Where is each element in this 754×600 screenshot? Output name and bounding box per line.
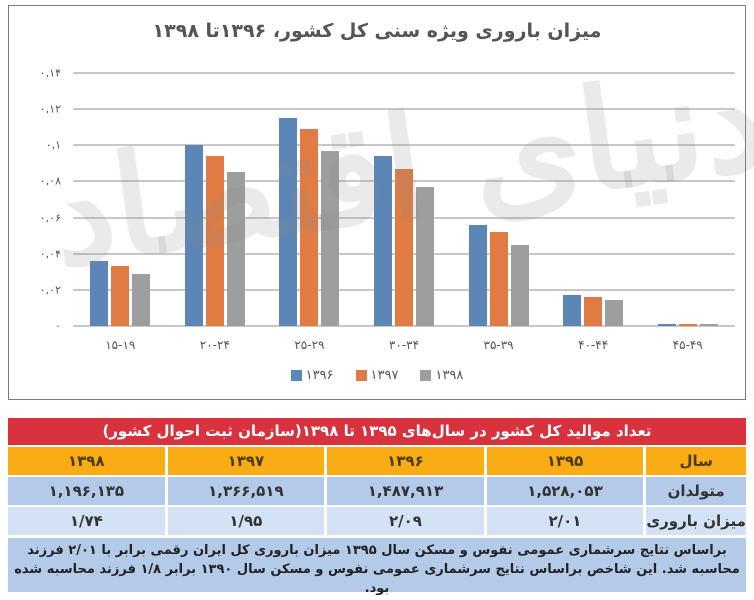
bar: [699, 324, 718, 326]
bar: [657, 324, 676, 326]
y-axis-tick-label: ۰: [55, 319, 61, 333]
births-label: متولدان: [646, 477, 746, 505]
x-axis-tick-label: ۴۰-۴۴: [578, 338, 609, 352]
legend-label: ۱۳۹۷: [370, 368, 399, 383]
bar: [395, 168, 413, 326]
legend-swatch-icon: [290, 370, 302, 381]
y-axis-tick-label: ۰,۰۲: [39, 283, 61, 297]
chart-plot: ۰ ۰,۰۲ ۰,۰۴ ۰,۰۶ ۰,۰۸ ۰,۱ ۰,۱۲ ۰,۱۴ ۱۵-۱۹ ۲۰-۲۴ ۲۵…: [9, 6, 747, 401]
y-axis-tick-label: ۰,۰۴: [39, 247, 61, 261]
chart-legend: ۱۳۹۶ ۱۳۹۷ ۱۳۹۸: [9, 368, 745, 383]
gridline: [73, 108, 735, 111]
x-axis-tick-label: ۱۵-۱۹: [105, 338, 136, 352]
legend-item: ۱۳۹۶: [290, 368, 334, 383]
bar: [374, 156, 392, 326]
chart-container: ۰ ۰,۰۲ ۰,۰۴ ۰,۰۶ ۰,۰۸ ۰,۱ ۰,۱۲ ۰,۱۴ ۱۵-۱۹ ۲۰-۲۴ ۲۵…: [8, 5, 754, 401]
bar: [184, 145, 203, 326]
table-row-births: متولدان ۱,۵۲۸,۰۵۳ ۱,۴۸۷,۹۱۳ ۱,۳۶۶,۵۱۹ ۱,…: [8, 477, 746, 505]
bar: [416, 186, 434, 326]
births-cell: ۱,۱۹۶,۱۳۵: [8, 477, 165, 505]
year-label: سال: [646, 447, 746, 475]
bar: [300, 129, 319, 326]
x-axis-tick-label: ۲۵-۲۹: [294, 338, 325, 352]
bar: [678, 324, 697, 326]
bar: [510, 244, 529, 326]
bar: [605, 299, 624, 326]
bar: [226, 172, 245, 326]
y-axis-tick-label: ۰,۰۶: [39, 211, 61, 225]
births-cell: ۱,۵۲۸,۰۵۳: [486, 477, 644, 505]
year-cell: ۱۳۹۶: [327, 447, 484, 475]
y-axis-tick-label: ۰,۱۲: [39, 102, 61, 116]
x-axis-tick-label: ۲۰-۲۴: [199, 338, 230, 352]
y-axis-tick-label: ۰,۱۴: [39, 66, 61, 80]
bar: [584, 297, 603, 326]
table-footnote: براساس نتایج سرشماری عمومی نفوس و مسکن س…: [8, 538, 746, 596]
rate-cell: ۲/۰۱: [486, 507, 644, 535]
year-cell: ۱۳۹۵: [486, 447, 644, 475]
x-axis-tick-label: ۳۵-۳۹: [483, 338, 514, 352]
x-axis-tick-label: ۳۰-۳۴: [388, 338, 420, 352]
table-header-row: سال ۱۳۹۵ ۱۳۹۶ ۱۳۹۷ ۱۳۹۸: [8, 447, 746, 475]
bar: [90, 260, 109, 326]
births-table: تعداد موالید کل کشور در سال‌های ۱۳۹۵ تا …: [8, 418, 746, 596]
legend-item: ۱۳۹۷: [355, 368, 399, 383]
rate-cell: ۱/۷۴: [8, 507, 165, 535]
legend-item: ۱۳۹۸: [420, 368, 463, 383]
year-cell: ۱۳۹۸: [8, 447, 165, 475]
gridline: [73, 144, 735, 147]
gridline: [73, 325, 735, 327]
bar: [132, 273, 151, 326]
year-cell: ۱۳۹۷: [167, 447, 325, 475]
bar: [321, 150, 340, 326]
legend-label: ۱۳۹۸: [435, 368, 464, 383]
bar: [111, 266, 130, 326]
rate-cell: ۲/۰۹: [327, 507, 484, 535]
table-title: تعداد موالید کل کشور در سال‌های ۱۳۹۵ تا …: [8, 418, 746, 445]
legend-swatch-icon: [420, 370, 432, 381]
legend-label: ۱۳۹۶: [305, 368, 334, 383]
y-axis-tick-label: ۰,۱: [45, 138, 61, 152]
y-axis-tick-label: ۰,۰۸: [39, 174, 61, 188]
bar: [489, 232, 508, 326]
rate-cell: ۱/۹۵: [167, 507, 325, 535]
bar: [468, 224, 487, 326]
legend-swatch-icon: [355, 370, 367, 381]
births-cell: ۱,۴۸۷,۹۱۳: [327, 477, 484, 505]
births-cell: ۱,۳۶۶,۵۱۹: [167, 477, 325, 505]
gridline: [73, 72, 735, 74]
bar: [205, 156, 224, 326]
bar: [279, 118, 298, 326]
x-axis-tick-label: ۴۵-۴۹: [672, 338, 703, 352]
rate-label: میزان باروری: [646, 507, 746, 535]
table-row-fertility-rate: میزان باروری ۲/۰۱ ۲/۰۹ ۱/۹۵ ۱/۷۴: [8, 507, 746, 535]
bar: [563, 295, 582, 326]
chart-title: میزان باروری ویژه سنی کل کشور، ۱۳۹۶تا ۱۳…: [152, 20, 602, 42]
